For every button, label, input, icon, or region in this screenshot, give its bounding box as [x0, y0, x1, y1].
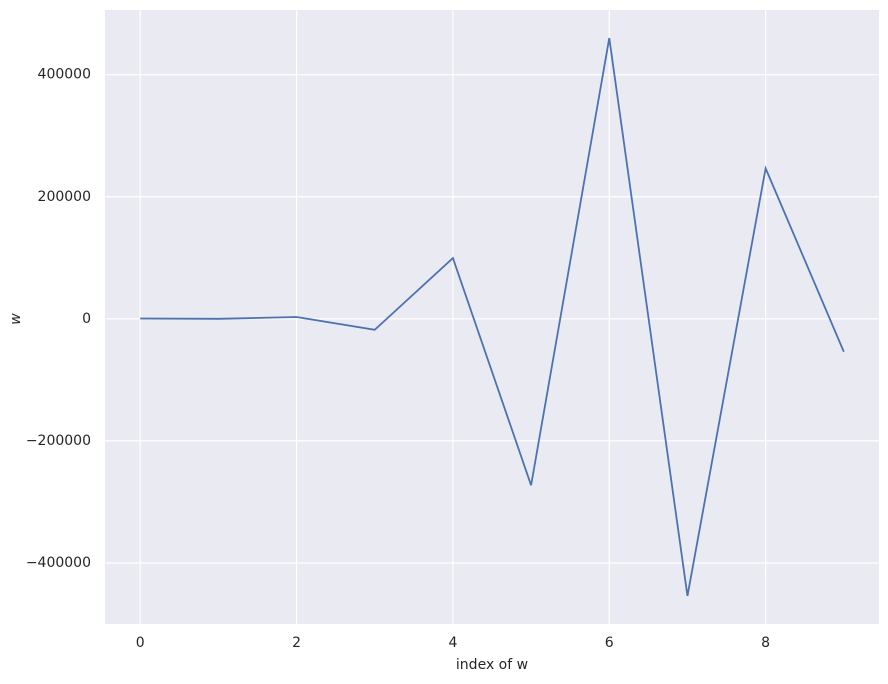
- y-tick-label: 200000: [38, 189, 91, 205]
- x-tick-label: 6: [605, 635, 614, 651]
- plot-background: [105, 10, 879, 624]
- y-axis-label: w: [8, 313, 24, 325]
- y-tick-label: 0: [82, 311, 91, 327]
- x-tick-label: 8: [761, 635, 770, 651]
- x-axis-label: index of w: [456, 657, 528, 673]
- y-tick-label: 400000: [38, 67, 91, 83]
- y-tick-label: −400000: [26, 555, 91, 571]
- y-tick-label: −200000: [26, 433, 91, 449]
- data-line: [140, 37, 845, 597]
- x-tick-label: 0: [136, 635, 145, 651]
- x-tick-label: 4: [448, 635, 457, 651]
- x-tick-label: 2: [292, 635, 301, 651]
